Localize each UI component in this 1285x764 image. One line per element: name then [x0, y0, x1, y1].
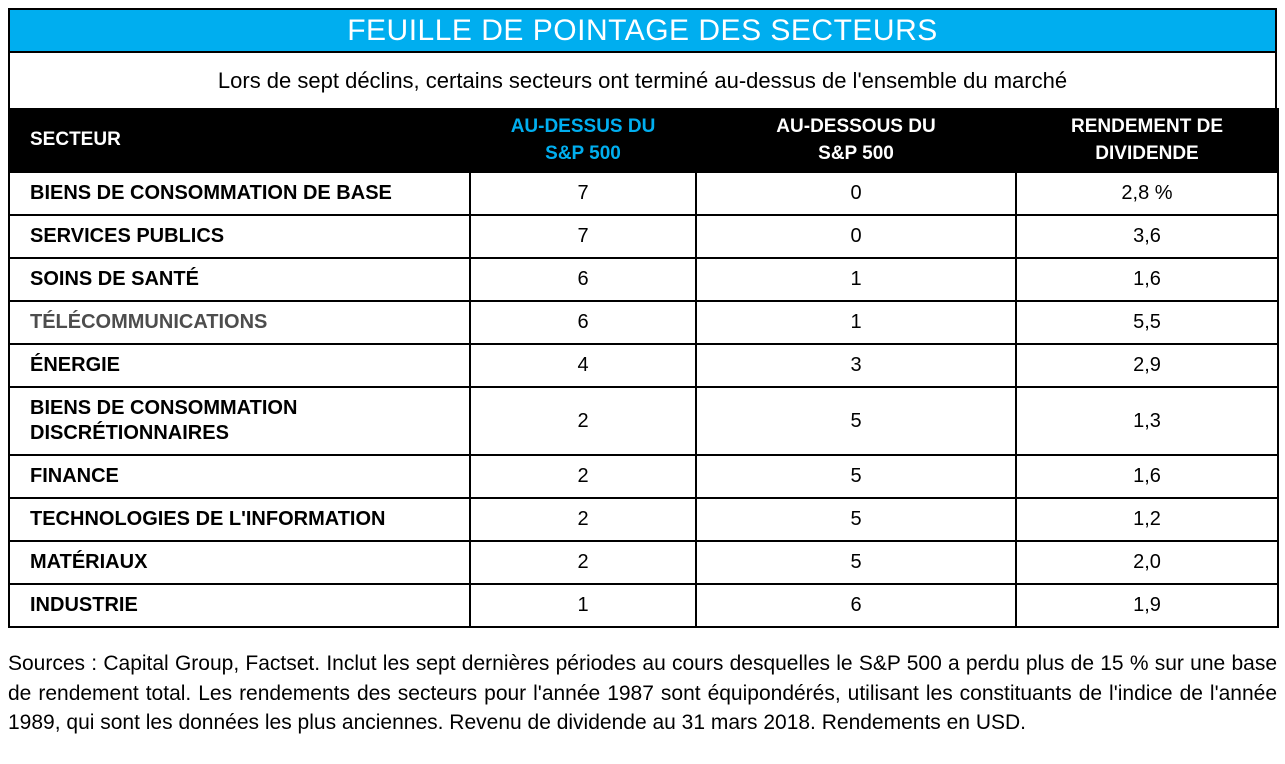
sector-table: SECTEUR AU-DESSUS DU S&P 500 AU-DESSOUS …: [8, 107, 1279, 629]
dividend-yield: 1,3: [1015, 386, 1279, 457]
dividend-yield: 3,6: [1015, 214, 1279, 260]
col-header-au-dessus: AU-DESSUS DU S&P 500: [469, 107, 697, 174]
table-row: MATÉRIAUX 2 5 2,0: [8, 540, 1279, 586]
above-sp500-count: 4: [469, 343, 697, 389]
above-sp500-count: 2: [469, 454, 697, 500]
table-row: TÉLÉCOMMUNICATIONS 6 1 5,5: [8, 300, 1279, 346]
table-row: SOINS DE SANTÉ 6 1 1,6: [8, 257, 1279, 303]
table-row: INDUSTRIE 1 6 1,9: [8, 583, 1279, 629]
above-sp500-count: 7: [469, 171, 697, 217]
below-sp500-count: 6: [695, 583, 1017, 629]
col-header-rendement: RENDEMENT DE DIVIDENDE: [1015, 107, 1279, 174]
below-sp500-count: 1: [695, 257, 1017, 303]
dividend-yield: 2,9: [1015, 343, 1279, 389]
sector-name: MATÉRIAUX: [8, 540, 471, 586]
table-row: BIENS DE CONSOMMATION DE BASE 7 0 2,8 %: [8, 171, 1279, 217]
dividend-yield: 1,2: [1015, 497, 1279, 543]
page-title: FEUILLE DE POINTAGE DES SECTEURS: [347, 13, 938, 47]
sector-name: INDUSTRIE: [8, 583, 471, 629]
sector-name: TÉLÉCOMMUNICATIONS: [8, 300, 471, 346]
table-row: ÉNERGIE 4 3 2,9: [8, 343, 1279, 389]
dividend-yield: 2,8 %: [1015, 171, 1279, 217]
sector-scorecard-exhibit: FEUILLE DE POINTAGE DES SECTEURS Lors de…: [8, 8, 1279, 737]
sector-name: TECHNOLOGIES DE L'INFORMATION: [8, 497, 471, 543]
table-row: SERVICES PUBLICS 7 0 3,6: [8, 214, 1279, 260]
below-sp500-count: 0: [695, 171, 1017, 217]
sector-name: FINANCE: [8, 454, 471, 500]
table-header: SECTEUR AU-DESSUS DU S&P 500 AU-DESSOUS …: [8, 107, 1279, 174]
below-sp500-count: 5: [695, 454, 1017, 500]
below-sp500-count: 0: [695, 214, 1017, 260]
above-sp500-count: 6: [469, 300, 697, 346]
col-header-secteur: SECTEUR: [8, 107, 471, 174]
dividend-yield: 1,9: [1015, 583, 1279, 629]
above-sp500-count: 2: [469, 497, 697, 543]
dividend-yield: 1,6: [1015, 454, 1279, 500]
below-sp500-count: 5: [695, 540, 1017, 586]
header-row: SECTEUR AU-DESSUS DU S&P 500 AU-DESSOUS …: [8, 107, 1279, 174]
sector-name: SOINS DE SANTÉ: [8, 257, 471, 303]
sector-name: BIENS DE CONSOMMATION DE BASE: [8, 171, 471, 217]
dividend-yield: 5,5: [1015, 300, 1279, 346]
sector-name: SERVICES PUBLICS: [8, 214, 471, 260]
sector-name: BIENS DE CONSOMMATION DISCRÉTIONNAIRES: [8, 386, 471, 457]
subtitle-text: Lors de sept déclins, certains secteurs …: [217, 67, 1068, 93]
dividend-yield: 2,0: [1015, 540, 1279, 586]
table-body: BIENS DE CONSOMMATION DE BASE 7 0 2,8 % SERV…: [8, 171, 1279, 629]
above-sp500-count: 2: [469, 540, 697, 586]
above-sp500-count: 7: [469, 214, 697, 260]
title-bar: FEUILLE DE POINTAGE DES SECTEURS: [8, 8, 1277, 53]
above-sp500-count: 1: [469, 583, 697, 629]
above-sp500-count: 2: [469, 386, 697, 457]
below-sp500-count: 3: [695, 343, 1017, 389]
below-sp500-count: 1: [695, 300, 1017, 346]
below-sp500-count: 5: [695, 386, 1017, 457]
table-row: FINANCE 2 5 1,6: [8, 454, 1279, 500]
below-sp500-count: 5: [695, 497, 1017, 543]
source-footnote: Sources : Capital Group, Factset. Inclut…: [8, 652, 1277, 734]
above-sp500-count: 6: [469, 257, 697, 303]
sector-name: ÉNERGIE: [8, 343, 471, 389]
subtitle-bar: Lors de sept déclins, certains secteurs …: [8, 53, 1277, 108]
dividend-yield: 1,6: [1015, 257, 1279, 303]
table-row: TECHNOLOGIES DE L'INFORMATION 2 5 1,2: [8, 497, 1279, 543]
table-row: BIENS DE CONSOMMATION DISCRÉTIONNAIRES 2 5…: [8, 386, 1279, 457]
col-header-au-dessous: AU-DESSOUS DU S&P 500: [695, 107, 1017, 174]
